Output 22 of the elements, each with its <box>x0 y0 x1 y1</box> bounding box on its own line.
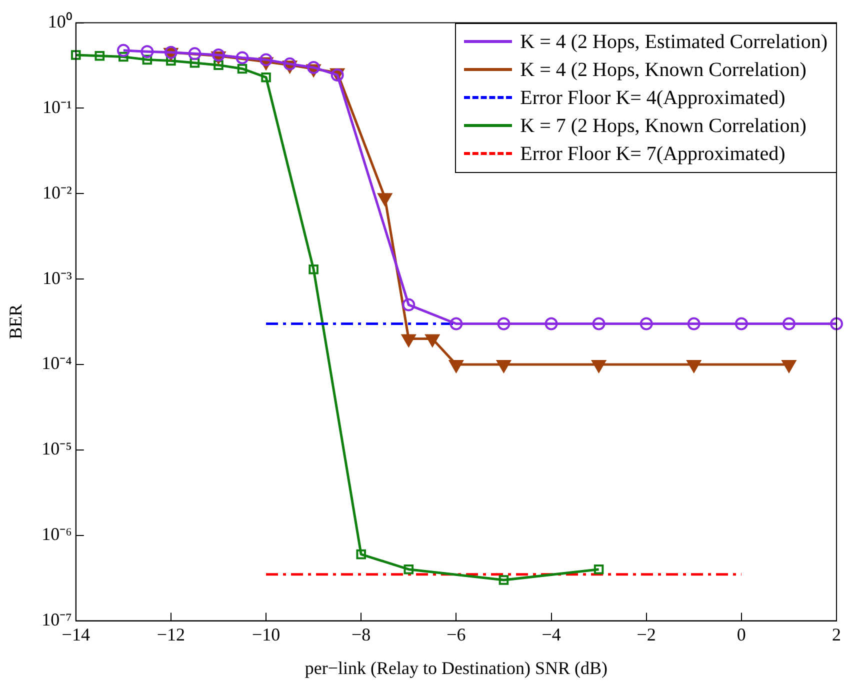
y-tick-label: 10⁻¹ <box>42 96 72 117</box>
y-tick-label: 10⁻⁶ <box>42 524 72 544</box>
legend-label: Error Floor K= 4(Approximated) <box>520 86 786 111</box>
legend-label: K = 7 (2 Hops, Known Correlation) <box>520 114 806 139</box>
y-tick-label: 10⁻⁴ <box>42 353 72 374</box>
x-tick-label: −12 <box>156 624 186 644</box>
x-tick-label: 0 <box>736 624 746 644</box>
y-tick-label: 10⁻³ <box>42 268 72 288</box>
x-tick-label: −6 <box>446 624 466 644</box>
y-tick-label: 10⁻² <box>42 182 72 202</box>
x-tick-label: −4 <box>542 624 561 644</box>
legend-label: K = 4 (2 Hops, Known Correlation) <box>520 58 806 83</box>
x-tick-label: −10 <box>252 624 280 644</box>
y-tick-label: 10⁻⁵ <box>42 438 72 459</box>
legend-label: Error Floor K= 7(Approximated) <box>520 142 786 167</box>
x-tick-label: 2 <box>832 624 841 644</box>
legend-label: K = 4 (2 Hops, Estimated Correlation) <box>520 30 828 55</box>
y-axis-title: BER <box>6 304 26 340</box>
y-tick-label: 10⁰ <box>48 12 72 32</box>
x-tick-label: −8 <box>352 624 371 644</box>
x-axis-title: per−link (Relay to Destination) SNR (dB) <box>304 658 608 678</box>
x-tick-label: −2 <box>636 624 656 644</box>
